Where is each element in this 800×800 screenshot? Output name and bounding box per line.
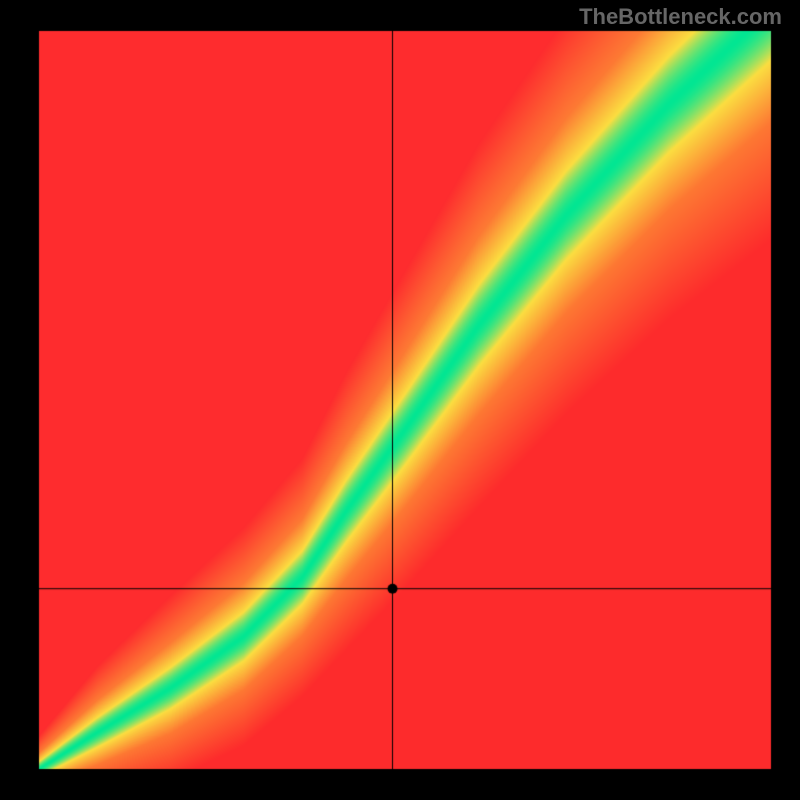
heatmap-canvas xyxy=(0,0,800,800)
chart-container: TheBottleneck.com xyxy=(0,0,800,800)
watermark: TheBottleneck.com xyxy=(579,4,782,30)
